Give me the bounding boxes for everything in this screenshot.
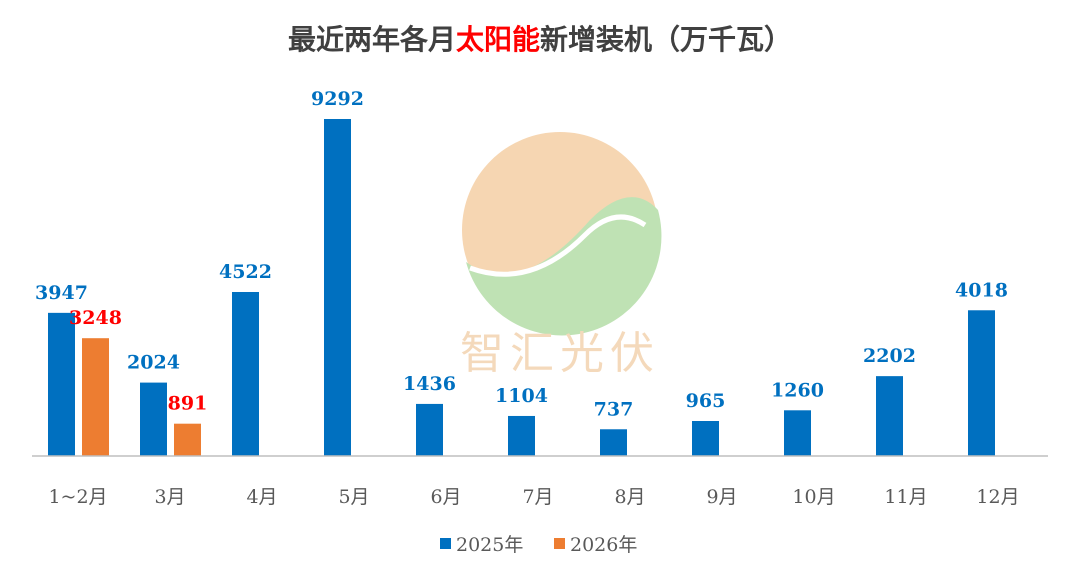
data-label: 3947 (35, 282, 88, 304)
chart-title: 最近两年各月太阳能新增装机（万千瓦） (0, 18, 1080, 58)
data-label: 1104 (495, 385, 548, 407)
bar-2025 (692, 421, 719, 456)
bar-2026 (82, 338, 109, 456)
x-tick-label: 9月 (706, 486, 737, 508)
bar-2025 (324, 119, 351, 456)
data-label: 737 (594, 398, 634, 420)
watermark-logo: 智汇光伏 (460, 132, 662, 379)
legend-label: 2026年 (570, 534, 637, 556)
bar-2025 (600, 429, 627, 456)
data-label: 3248 (69, 307, 122, 329)
data-label: 965 (686, 390, 726, 412)
bar-2025 (48, 312, 75, 456)
data-label: 4522 (219, 261, 272, 283)
bar-2025 (876, 376, 903, 456)
title-part: 新增装机（万千瓦） (540, 23, 793, 56)
legend-swatch (554, 538, 565, 549)
x-tick-label: 5月 (338, 486, 369, 508)
bar-2025 (508, 415, 535, 456)
x-tick-label: 8月 (614, 486, 645, 508)
x-tick-label: 11月 (884, 486, 927, 508)
legend-swatch (440, 538, 451, 549)
x-tick-label: 7月 (522, 486, 553, 508)
title-part: 最近两年各月 (287, 23, 456, 56)
title-highlight: 太阳能 (455, 23, 540, 56)
data-label: 2024 (127, 352, 180, 374)
legend-label: 2025年 (456, 534, 523, 556)
data-label: 9292 (311, 88, 364, 110)
data-label: 1260 (771, 379, 824, 401)
x-tick-label: 10月 (792, 486, 835, 508)
bar-2026 (174, 423, 201, 456)
svg-text:智汇光伏: 智汇光伏 (460, 328, 660, 379)
bar-2025 (232, 291, 259, 456)
x-tick-label: 12月 (976, 486, 1019, 508)
x-tick-label: 4月 (246, 486, 277, 508)
x-tick-label: 1~2月 (48, 486, 107, 508)
bar-2025 (416, 403, 443, 456)
data-label: 2202 (863, 345, 916, 367)
x-tick-label: 3月 (154, 486, 185, 508)
x-tick-label: 6月 (430, 486, 461, 508)
data-label: 891 (168, 393, 208, 415)
bar-2025 (140, 382, 167, 456)
bar-2025 (784, 410, 811, 456)
data-label: 4018 (955, 279, 1008, 301)
bar-2025 (968, 310, 995, 456)
data-label: 1436 (403, 373, 456, 395)
